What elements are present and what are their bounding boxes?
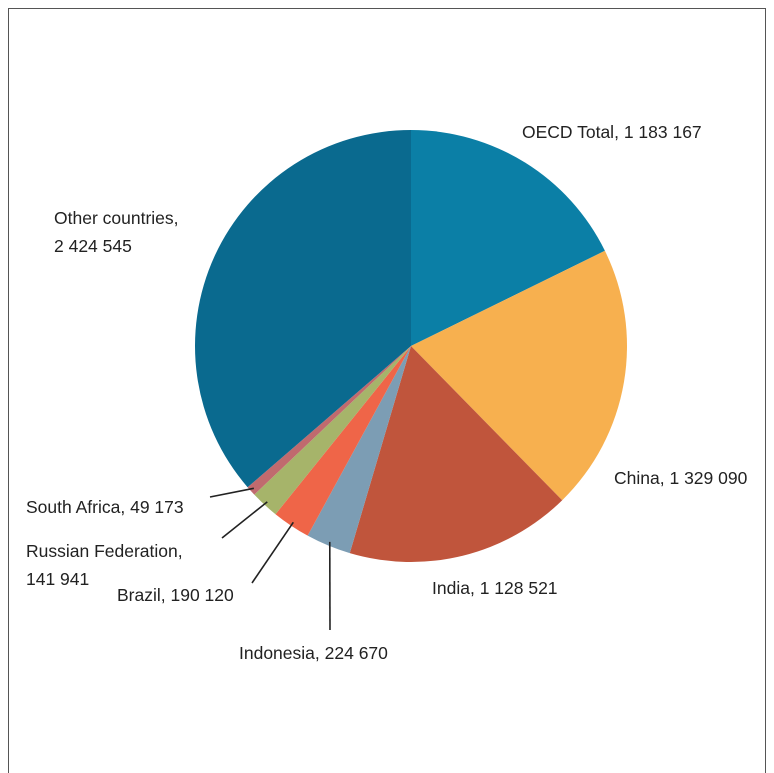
pie-slice-south-africa (247, 346, 411, 495)
leader-line-russian-federation (221, 501, 268, 539)
label-oecd-total: OECD Total, 1 183 167 (522, 122, 702, 142)
label-other-countries: Other countries, 2 424 545 (54, 208, 179, 256)
svg-text:OECD Total, 1 183 167: OECD Total, 1 183 167 (522, 122, 702, 142)
leader-line-south-africa (209, 487, 255, 498)
pie-slice-russian-federation (254, 346, 411, 515)
label-india: India, 1 128 521 (432, 578, 558, 598)
svg-text:Indonesia, 224 670: Indonesia, 224 670 (239, 643, 388, 663)
pie-slices (195, 130, 628, 563)
pie-slice-indonesia (307, 346, 411, 554)
pie-slice-china (411, 250, 628, 501)
svg-text:South Africa, 49 173: South Africa, 49 173 (26, 497, 184, 517)
svg-text:India, 1 128 521: India, 1 128 521 (432, 578, 558, 598)
label-south-africa: South Africa, 49 173 (26, 497, 184, 517)
label-brazil: Brazil, 190 120 (117, 585, 234, 605)
svg-text:2 424 545: 2 424 545 (54, 236, 132, 256)
leader-lines (209, 487, 331, 631)
pie-slice-oecd-total (411, 130, 605, 346)
label-russian-federation: Russian Federation, 141 941 (26, 541, 183, 589)
svg-text:141 941: 141 941 (26, 569, 89, 589)
pie-slice-other-countries (195, 130, 411, 488)
svg-text:Brazil, 190 120: Brazil, 190 120 (117, 585, 234, 605)
svg-text:Other countries,: Other countries, (54, 208, 179, 228)
label-china: China, 1 329 090 (614, 468, 748, 488)
pie-slice-india (349, 346, 563, 563)
leader-line-brazil (251, 521, 294, 584)
pie-slice-brazil (275, 346, 411, 536)
svg-text:Russian Federation,: Russian Federation, (26, 541, 183, 561)
label-indonesia: Indonesia, 224 670 (239, 643, 388, 663)
svg-text:China, 1 329 090: China, 1 329 090 (614, 468, 748, 488)
